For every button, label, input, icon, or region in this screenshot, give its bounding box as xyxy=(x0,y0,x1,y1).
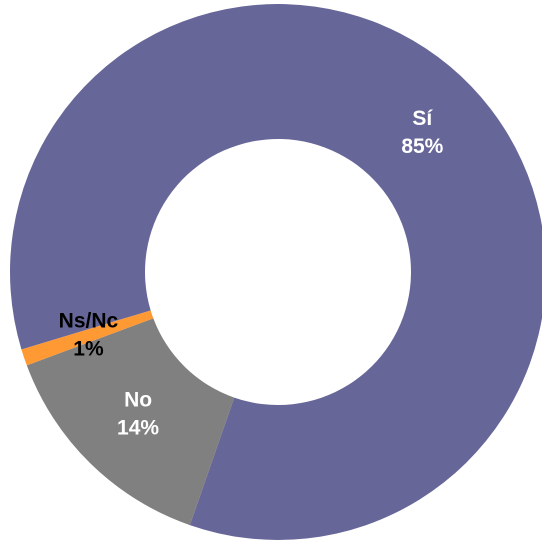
slice-value-label: 1% xyxy=(73,337,104,360)
donut-slice xyxy=(26,318,235,526)
slice-value-label: 14% xyxy=(117,416,159,439)
slice-value-label: 85% xyxy=(401,135,443,158)
donut-slice xyxy=(10,4,542,540)
slice-label: Ns/Nc xyxy=(59,309,119,332)
donut-slice xyxy=(21,310,154,366)
slice-label: No xyxy=(124,388,152,411)
slice-label: Sí xyxy=(412,107,433,130)
